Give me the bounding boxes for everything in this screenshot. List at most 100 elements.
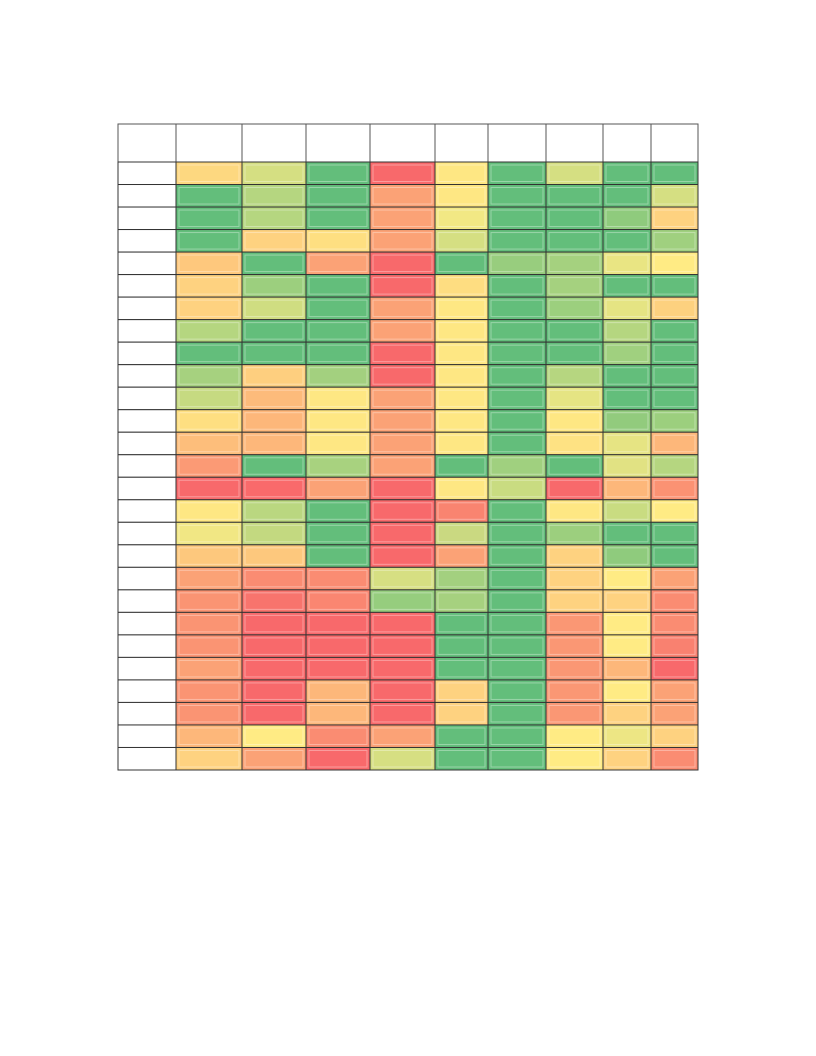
cell-inner-border <box>178 727 240 745</box>
cell-inner-border <box>178 209 240 228</box>
cell-inner-border <box>437 502 486 520</box>
cell-inner-border <box>605 637 649 655</box>
cell-inner-border <box>437 457 486 475</box>
cell-inner-border <box>178 569 240 588</box>
cell <box>650 746 699 771</box>
row-label-cell <box>117 679 177 703</box>
cell-inner-border <box>244 614 304 633</box>
cell-inner-border <box>244 682 304 700</box>
cell-inner-border <box>653 389 696 408</box>
cell-inner-border <box>372 592 433 610</box>
cell-inner-border <box>653 457 696 475</box>
cell-inner-border <box>437 254 486 273</box>
cell-inner-border <box>244 322 304 340</box>
header-cell <box>175 123 243 163</box>
cell-inner-border <box>308 232 368 250</box>
cell-inner-border <box>308 164 368 183</box>
cell-inner-border <box>372 164 433 183</box>
cell-inner-border <box>372 232 433 250</box>
row-label-cell <box>117 454 177 478</box>
cell-inner-border <box>372 569 433 588</box>
cell-inner-border <box>490 682 544 700</box>
cell-inner-border <box>605 277 649 295</box>
cell-inner-border <box>372 614 433 633</box>
cell-inner-border <box>490 704 544 723</box>
cell-inner-border <box>308 412 368 430</box>
cell-inner-border <box>437 637 486 655</box>
cell-inner-border <box>490 547 544 565</box>
cell-inner-border <box>437 569 486 588</box>
cell-inner-border <box>605 389 649 408</box>
cell-inner-border <box>244 727 304 745</box>
row-label-cell <box>117 701 177 726</box>
cell-inner-border <box>437 727 486 745</box>
cell-inner-border <box>244 209 304 228</box>
row-label-cell <box>117 386 177 411</box>
cell-inner-border <box>178 547 240 565</box>
cell-inner-border <box>437 412 486 430</box>
cell-inner-border <box>372 434 433 453</box>
row-label-cell <box>117 476 177 501</box>
cell-inner-border <box>653 592 696 610</box>
cell-inner-border <box>308 299 368 318</box>
cell-inner-border <box>437 232 486 250</box>
cell-inner-border <box>372 209 433 228</box>
cell-inner-border <box>244 254 304 273</box>
cell-inner-border <box>605 659 649 678</box>
cell-inner-border <box>244 164 304 183</box>
cell-inner-border <box>548 547 601 565</box>
cell-inner-border <box>372 299 433 318</box>
cell-inner-border <box>548 727 601 745</box>
cell-inner-border <box>244 502 304 520</box>
cell-inner-border <box>605 569 649 588</box>
cell-inner-border <box>437 434 486 453</box>
cell-inner-border <box>308 592 368 610</box>
cell-inner-border <box>178 367 240 385</box>
cell-inner-border <box>437 614 486 633</box>
row-label-cell <box>117 656 177 681</box>
cell-inner-border <box>244 434 304 453</box>
cell-inner-border <box>244 479 304 498</box>
cell-inner-border <box>437 367 486 385</box>
cell-inner-border <box>490 209 544 228</box>
row-label-cell <box>117 724 177 748</box>
cell-inner-border <box>308 659 368 678</box>
cell-inner-border <box>653 614 696 633</box>
cell-inner-border <box>490 187 544 205</box>
row-label-cell <box>117 251 177 276</box>
cell-inner-border <box>308 322 368 340</box>
cell-inner-border <box>372 277 433 295</box>
cell-inner-border <box>653 299 696 318</box>
cell-inner-border <box>490 727 544 745</box>
cell-inner-border <box>437 322 486 340</box>
cell-inner-border <box>490 637 544 655</box>
row-label-cell <box>117 409 177 433</box>
cell-inner-border <box>244 749 304 768</box>
header-cell <box>545 123 604 163</box>
cell-inner-border <box>548 502 601 520</box>
header-cell <box>241 123 307 163</box>
cell-inner-border <box>372 502 433 520</box>
cell-inner-border <box>490 749 544 768</box>
cell-inner-border <box>244 187 304 205</box>
cell-inner-border <box>372 727 433 745</box>
cell-inner-border <box>372 547 433 565</box>
row-label-cell <box>117 634 177 658</box>
row-label-cell <box>117 746 177 771</box>
cell-inner-border <box>653 682 696 700</box>
cell-inner-border <box>244 592 304 610</box>
cell-inner-border <box>244 569 304 588</box>
row-label-cell <box>117 341 177 366</box>
cell-inner-border <box>308 614 368 633</box>
cell-inner-border <box>490 344 544 363</box>
row-label-cell <box>117 499 177 523</box>
cell-inner-border <box>653 412 696 430</box>
cell-inner-border <box>178 659 240 678</box>
cell-inner-border <box>372 749 433 768</box>
cell-inner-border <box>548 209 601 228</box>
cell-inner-border <box>308 187 368 205</box>
cell-inner-border <box>437 164 486 183</box>
cell-inner-border <box>244 277 304 295</box>
cell-inner-border <box>548 232 601 250</box>
